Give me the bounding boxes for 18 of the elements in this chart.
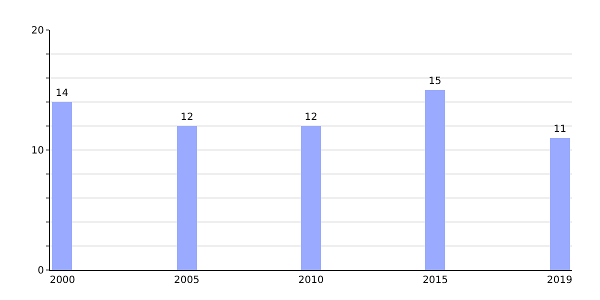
y-tick-label: 20	[31, 26, 44, 36]
bar	[425, 90, 445, 270]
x-tick-label: 2000	[50, 275, 76, 286]
data-label: 14	[56, 88, 68, 99]
x-tick-label: 2010	[298, 275, 324, 286]
y-tick-label: 0	[38, 266, 44, 276]
x-tick-label: 2019	[546, 275, 572, 286]
y-tick-label: 10	[31, 146, 44, 156]
data-label: 11	[554, 124, 566, 135]
x-tick-label: 2015	[422, 275, 448, 286]
bar	[301, 126, 321, 270]
bar	[550, 138, 570, 270]
bar	[177, 126, 197, 270]
data-label: 12	[180, 112, 194, 123]
data-label: 12	[304, 112, 318, 123]
bar	[52, 102, 72, 270]
x-tick-label: 2005	[174, 275, 200, 286]
data-label: 15	[428, 76, 442, 87]
